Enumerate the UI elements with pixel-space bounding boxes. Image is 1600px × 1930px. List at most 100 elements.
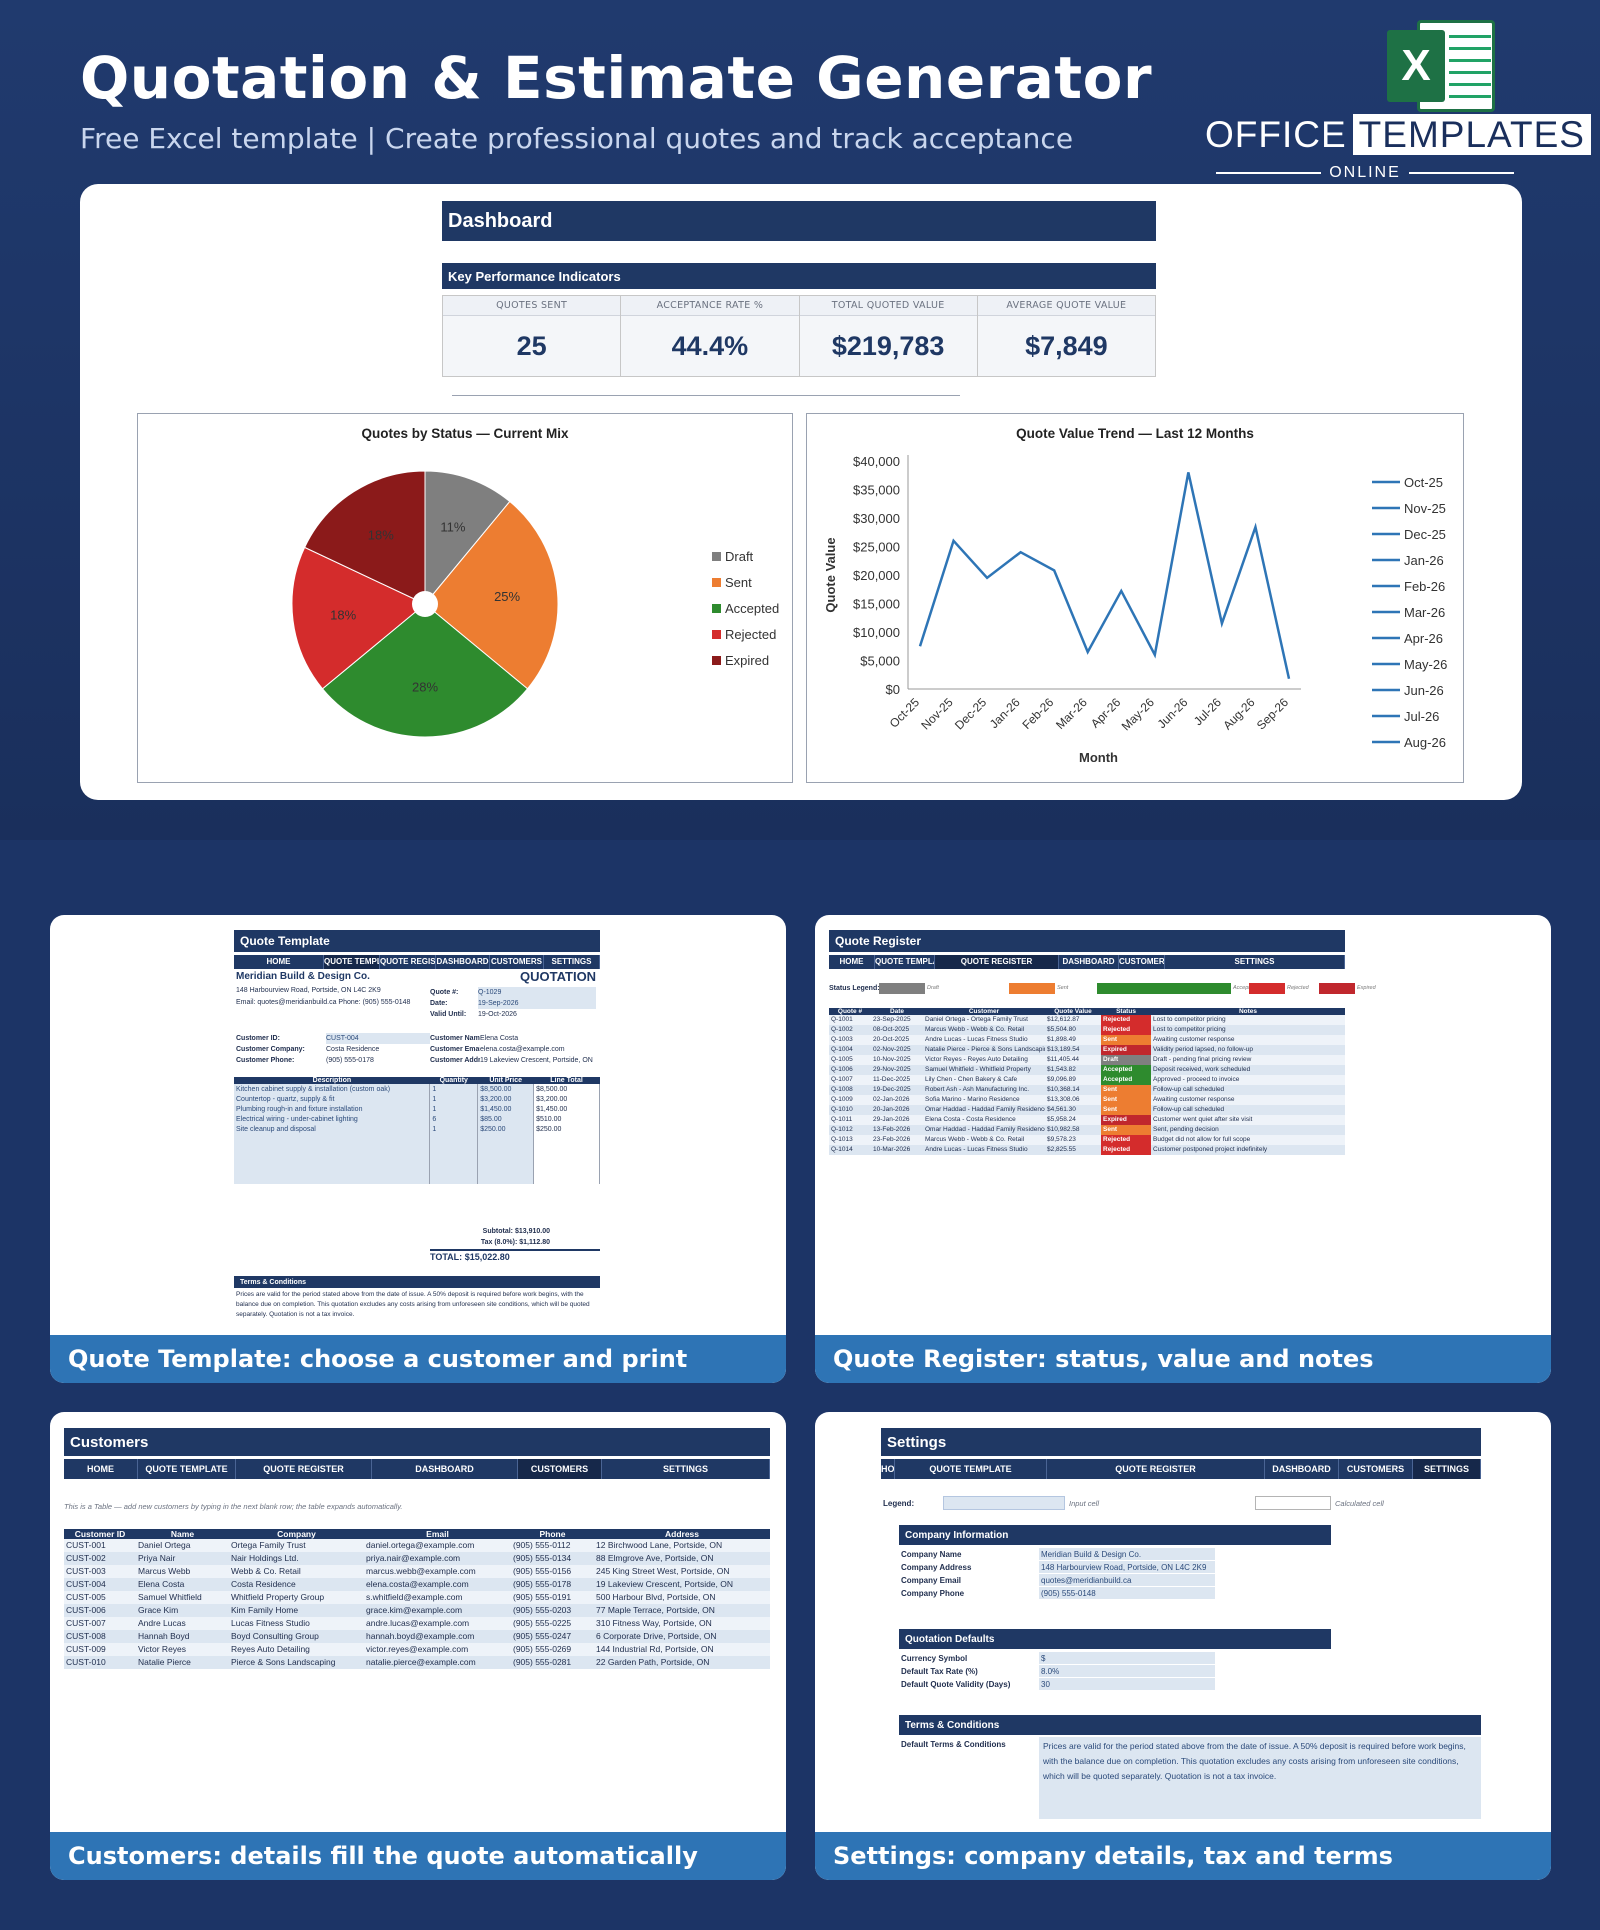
customer-cell[interactable]: Boyd Consulting Group bbox=[229, 1630, 364, 1643]
customer-cell[interactable]: CUST-010 bbox=[64, 1656, 136, 1669]
customer-cell[interactable]: Pierce & Sons Landscaping bbox=[229, 1656, 364, 1669]
customer-cell[interactable]: 245 King Street West, Portside, ON bbox=[594, 1565, 770, 1578]
line-item-cell[interactable] bbox=[429, 1154, 479, 1164]
line-item-cell[interactable]: 6 bbox=[429, 1114, 479, 1124]
customer-cell[interactable]: Grace Kim bbox=[136, 1604, 229, 1617]
customer-cell[interactable]: natalie.pierce@example.com bbox=[364, 1656, 511, 1669]
setting-input[interactable]: 30 bbox=[1039, 1678, 1215, 1691]
customer-cell[interactable]: Victor Reyes bbox=[136, 1643, 229, 1656]
default-terms-input[interactable]: Prices are valid for the period stated a… bbox=[1039, 1737, 1481, 1819]
pie-slice-sent[interactable] bbox=[424, 500, 559, 690]
customer-cell[interactable]: (905) 555-0191 bbox=[511, 1591, 594, 1604]
nav-quote-template[interactable]: QUOTE TEMPLATE bbox=[324, 955, 380, 969]
customer-cell[interactable]: CUST-008 bbox=[64, 1630, 136, 1643]
line-item-cell[interactable] bbox=[234, 1144, 431, 1154]
register-row[interactable]: Q-1014 10-Mar-2026 Andre Lucas - Lucas Fit… bbox=[829, 1145, 1345, 1155]
customer-cell[interactable]: 22 Garden Path, Portside, ON bbox=[594, 1656, 770, 1669]
customer-row[interactable]: CUST-007 Andre Lucas Lucas Fitness Studio a… bbox=[64, 1617, 770, 1630]
customer-cell[interactable]: 77 Maple Terrace, Portside, ON bbox=[594, 1604, 770, 1617]
customer-cell[interactable]: elena.costa@example.com bbox=[364, 1578, 511, 1591]
customer-cell[interactable]: Priya Nair bbox=[136, 1552, 229, 1565]
line-item-cell[interactable] bbox=[429, 1144, 479, 1154]
nav-settings[interactable]: SETTINGS bbox=[544, 955, 600, 969]
line-item-cell[interactable] bbox=[429, 1134, 479, 1144]
customer-cell[interactable]: CUST-006 bbox=[64, 1604, 136, 1617]
setting-input[interactable]: 148 Harbourview Road, Portside, ON L4C 2… bbox=[1039, 1561, 1215, 1574]
nav-quote-register[interactable]: QUOTE REGISTER bbox=[935, 955, 1059, 969]
customer-cell[interactable]: 19 Lakeview Crescent, Portside, ON bbox=[594, 1578, 770, 1591]
nav-quote-register[interactable]: QUOTE REGISTER bbox=[380, 955, 436, 969]
register-row[interactable]: Q-1007 11-Dec-2025 Lily Chen - Chen Bakery… bbox=[829, 1075, 1345, 1085]
customer-cell[interactable]: CUST-004 bbox=[64, 1578, 136, 1591]
line-item-cell[interactable]: Kitchen cabinet supply & installation (c… bbox=[234, 1084, 431, 1094]
line-item-cell[interactable] bbox=[477, 1134, 535, 1144]
customer-cell[interactable]: Reyes Auto Detailing bbox=[229, 1643, 364, 1656]
nav-customers[interactable]: CUSTOMERS bbox=[518, 1459, 602, 1479]
customer-cell[interactable]: (905) 555-0178 bbox=[511, 1578, 594, 1591]
register-row[interactable]: Q-1004 02-Nov-2025 Natalie Pierce - Pierce… bbox=[829, 1045, 1345, 1055]
nav-home[interactable]: HOME bbox=[829, 955, 875, 969]
customer-cell[interactable]: CUST-003 bbox=[64, 1565, 136, 1578]
nav-dashboard[interactable]: DASHBOARD bbox=[436, 955, 490, 969]
customer-cell[interactable]: Andre Lucas bbox=[136, 1617, 229, 1630]
customer-cell[interactable]: 310 Fitness Way, Portside, ON bbox=[594, 1617, 770, 1630]
nav-settings[interactable]: SETTINGS bbox=[1413, 1459, 1481, 1479]
customer-cell[interactable]: CUST-002 bbox=[64, 1552, 136, 1565]
customer-cell[interactable]: Hannah Boyd bbox=[136, 1630, 229, 1643]
customer-row[interactable]: CUST-006 Grace Kim Kim Family Home grace.ki… bbox=[64, 1604, 770, 1617]
customer-cell[interactable]: CUST-001 bbox=[64, 1539, 136, 1552]
register-row[interactable]: Q-1005 10-Nov-2025 Victor Reyes - Reyes Au… bbox=[829, 1055, 1345, 1065]
nav-quote-register[interactable]: QUOTE REGISTER bbox=[236, 1459, 372, 1479]
register-row[interactable]: Q-1003 20-Oct-2025 Andre Lucas - Lucas Fit… bbox=[829, 1035, 1345, 1045]
customer-cell[interactable]: grace.kim@example.com bbox=[364, 1604, 511, 1617]
line-item-cell[interactable] bbox=[477, 1144, 535, 1154]
customer-cell[interactable]: 12 Birchwood Lane, Portside, ON bbox=[594, 1539, 770, 1552]
register-row[interactable]: Q-1012 13-Feb-2026 Omar Haddad - Haddad Fa… bbox=[829, 1125, 1345, 1135]
customer-cell[interactable]: (905) 555-0225 bbox=[511, 1617, 594, 1630]
line-series[interactable] bbox=[918, 472, 1291, 680]
setting-input[interactable]: (905) 555-0148 bbox=[1039, 1587, 1215, 1600]
pie-slice-accepted[interactable] bbox=[321, 603, 529, 738]
customer-cell[interactable]: 6 Corporate Drive, Portside, ON bbox=[594, 1630, 770, 1643]
line-item-cell[interactable]: $1,450.00 bbox=[477, 1104, 535, 1114]
nav-dashboard[interactable]: DASHBOARD bbox=[1059, 955, 1119, 969]
customer-row[interactable]: CUST-003 Marcus Webb Webb & Co. Retail marc… bbox=[64, 1565, 770, 1578]
line-item-cell[interactable] bbox=[477, 1154, 535, 1164]
nav-dashboard[interactable]: DASHBOARD bbox=[1265, 1459, 1339, 1479]
line-item-cell[interactable] bbox=[234, 1154, 431, 1164]
nav-quote-template[interactable]: QUOTE TEMPLATE bbox=[875, 955, 935, 969]
customer-cell[interactable]: 500 Harbour Blvd, Portside, ON bbox=[594, 1591, 770, 1604]
customer-cell[interactable]: (905) 555-0203 bbox=[511, 1604, 594, 1617]
customer-cell[interactable]: daniel.ortega@example.com bbox=[364, 1539, 511, 1552]
nav-customers[interactable]: CUSTOMERS bbox=[1339, 1459, 1413, 1479]
customer-row[interactable]: CUST-010 Natalie Pierce Pierce & Sons Land… bbox=[64, 1656, 770, 1669]
nav-home[interactable]: HOME bbox=[881, 1459, 895, 1479]
line-item-cell[interactable]: 1 bbox=[429, 1094, 479, 1104]
register-row[interactable]: Q-1013 23-Feb-2026 Marcus Webb - Webb & Co… bbox=[829, 1135, 1345, 1145]
customer-cell[interactable]: Elena Costa bbox=[136, 1578, 229, 1591]
nav-quote-register[interactable]: QUOTE REGISTER bbox=[1047, 1459, 1265, 1479]
register-row[interactable]: Q-1010 20-Jan-2026 Omar Haddad - Haddad Fa… bbox=[829, 1105, 1345, 1115]
nav-settings[interactable]: SETTINGS bbox=[602, 1459, 770, 1479]
line-item-cell[interactable] bbox=[234, 1134, 431, 1144]
customer-cell[interactable]: (905) 555-0112 bbox=[511, 1539, 594, 1552]
customer-cell[interactable]: Marcus Webb bbox=[136, 1565, 229, 1578]
register-row[interactable]: Q-1002 08-Oct-2025 Marcus Webb - Webb & Co… bbox=[829, 1025, 1345, 1035]
line-item-cell[interactable] bbox=[429, 1164, 479, 1174]
customer-cell[interactable]: CUST-007 bbox=[64, 1617, 136, 1630]
line-item-cell[interactable]: 1 bbox=[429, 1124, 479, 1134]
setting-input[interactable]: Meridian Build & Design Co. bbox=[1039, 1548, 1215, 1561]
customer-cell[interactable]: andre.lucas@example.com bbox=[364, 1617, 511, 1630]
register-row[interactable]: Q-1008 19-Dec-2025 Robert Ash - Ash Manufa… bbox=[829, 1085, 1345, 1095]
nav-settings[interactable]: SETTINGS bbox=[1165, 955, 1345, 969]
customer-cell[interactable]: Costa Residence bbox=[229, 1578, 364, 1591]
line-item-cell[interactable] bbox=[477, 1164, 535, 1174]
customer-cell[interactable]: (905) 555-0247 bbox=[511, 1630, 594, 1643]
line-item-cell[interactable] bbox=[234, 1164, 431, 1174]
customer-cell[interactable]: s.whitfield@example.com bbox=[364, 1591, 511, 1604]
pie-chart[interactable]: Quotes by Status — Current Mix 11% 25% 28%… bbox=[137, 413, 793, 783]
customer-cell[interactable]: Samuel Whitfield bbox=[136, 1591, 229, 1604]
register-row[interactable]: Q-1009 02-Jan-2026 Sofia Marino - Marino R… bbox=[829, 1095, 1345, 1105]
register-row[interactable]: Q-1011 29-Jan-2026 Elena Costa - Costa Res… bbox=[829, 1115, 1345, 1125]
nav-dashboard[interactable]: DASHBOARD bbox=[372, 1459, 518, 1479]
